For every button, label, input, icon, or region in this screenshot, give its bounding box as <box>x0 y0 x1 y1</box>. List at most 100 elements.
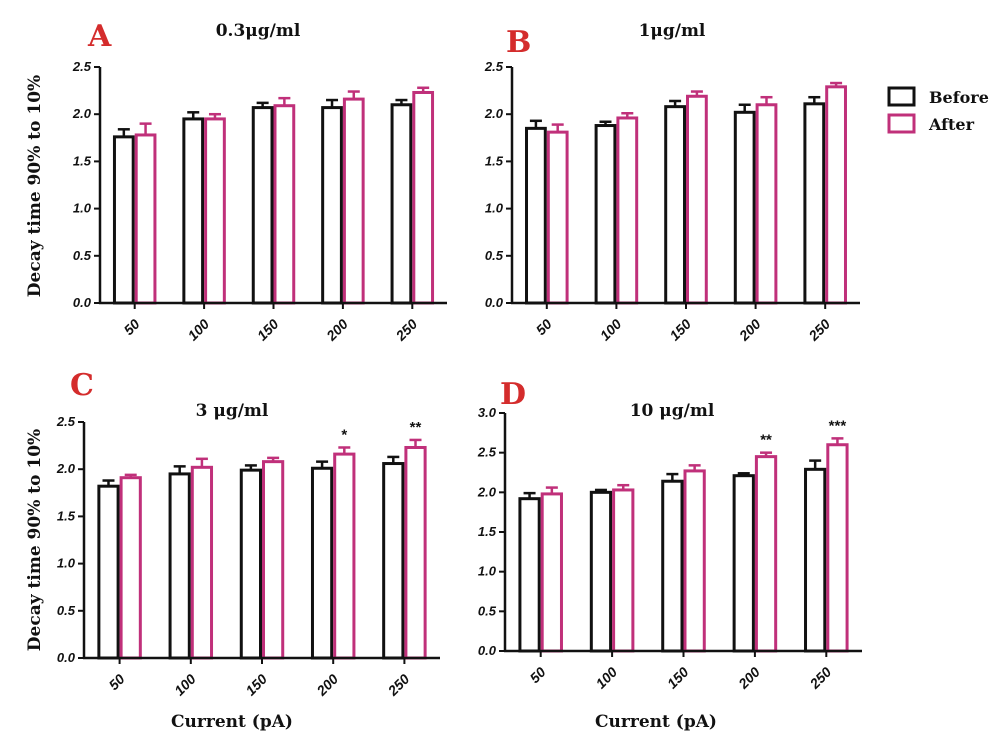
x-tick-label-b: 150 <box>666 316 694 344</box>
bar-before-200-b <box>733 110 756 305</box>
panel-title-d: 10 μg/ml <box>630 401 715 421</box>
bar-after-250-b <box>825 85 847 305</box>
y-tick-label-a: 2.0 <box>72 106 92 121</box>
bar-after-200-a <box>342 97 365 305</box>
x-tick-label-c: 50 <box>105 671 127 693</box>
y-tick-label-d: 1.0 <box>478 564 497 579</box>
panel-a: A 0.3μg/ml Decay time 90% to 10% 0.0 0.5 1… <box>25 19 447 344</box>
y-tick-label-c: 0.0 <box>57 650 76 665</box>
bar-after-100-d <box>612 488 635 653</box>
significance-label-c: ** <box>410 419 422 436</box>
panel-letter-c: C <box>70 368 94 403</box>
y-tick-label-a: 2.5 <box>72 59 92 74</box>
bar-after-50-d <box>540 492 563 653</box>
panel-letter-b: B <box>506 25 531 60</box>
x-tick-label-a: 200 <box>322 316 351 345</box>
legend-label-after: After <box>928 115 975 134</box>
bar-before-50-d <box>518 497 541 653</box>
bar-before-100-b <box>594 124 617 305</box>
legend: Before After <box>887 86 989 134</box>
y-tick-label-a: 1.0 <box>73 201 92 216</box>
significance-label-d: ** <box>760 432 772 449</box>
x-tick-label-c: 250 <box>384 671 413 700</box>
x-tick-label-d: 250 <box>806 664 835 693</box>
bar-after-200-b <box>755 103 778 305</box>
bar-after-200-c <box>333 452 356 660</box>
x-tick-label-d: 200 <box>734 664 763 693</box>
y-axis-title-c: Decay time 90% to 10% <box>25 429 45 651</box>
x-tick-label-a: 150 <box>254 316 282 344</box>
bar-before-150-b <box>664 105 687 305</box>
bar-before-50-b <box>525 126 547 305</box>
panel-d: D 10 μg/ml Current (pA) 0.0 0.5 1.0 1.5 2.0 2… <box>477 377 862 732</box>
panel-b: B 1μg/ml 0.0 0.5 1.0 1.5 2.0 2.5 50 100 150 200 25… <box>484 21 860 344</box>
bar-after-50-c <box>119 476 142 660</box>
bar-before-200-a <box>321 106 343 305</box>
x-tick-label-a: 50 <box>120 316 142 338</box>
y-tick-label-b: 1.0 <box>485 201 504 216</box>
x-tick-label-c: 150 <box>242 671 270 699</box>
bar-before-150-a <box>251 106 274 305</box>
panel-letter-d: D <box>500 377 526 412</box>
y-tick-label-a: 0.5 <box>73 248 92 263</box>
y-tick-label-d: 0.5 <box>478 603 497 618</box>
bar-after-150-d <box>683 469 706 653</box>
bar-before-250-c <box>382 462 405 660</box>
panel-title-c: 3 μg/ml <box>196 401 269 421</box>
y-tick-label-a: 0.0 <box>73 295 92 310</box>
y-tick-label-c: 1.0 <box>57 556 76 571</box>
y-axis-title-a: Decay time 90% to 10% <box>25 75 45 297</box>
bar-after-100-b <box>616 116 639 305</box>
y-tick-label-c: 1.5 <box>57 508 76 523</box>
bar-after-250-a <box>412 90 435 305</box>
legend-swatch-before <box>887 86 916 107</box>
bar-before-250-d <box>804 467 827 653</box>
bar-before-200-c <box>310 466 334 660</box>
y-tick-label-d: 3.0 <box>478 405 497 420</box>
y-tick-label-b: 2.5 <box>484 59 504 74</box>
x-tick-label-d: 100 <box>592 664 620 692</box>
bar-before-200-d <box>732 474 755 653</box>
bar-before-250-b <box>803 102 826 305</box>
bar-before-250-a <box>390 103 413 305</box>
bar-after-150-c <box>262 460 285 660</box>
x-axis-title-c: Current (pA) <box>171 712 293 732</box>
significance-label-c: * <box>341 426 347 443</box>
bar-after-150-a <box>273 104 296 305</box>
y-tick-label-d: 0.0 <box>478 643 497 658</box>
y-tick-label-b: 0.5 <box>485 248 504 263</box>
bar-after-100-c <box>190 465 214 660</box>
x-tick-label-b: 200 <box>735 316 764 345</box>
bar-before-150-d <box>661 479 684 653</box>
bar-before-100-a <box>182 117 205 305</box>
y-tick-label-a: 1.5 <box>73 153 92 168</box>
bar-after-250-d <box>826 443 849 653</box>
y-tick-label-b: 0.0 <box>485 295 504 310</box>
x-tick-label-a: 250 <box>392 316 421 345</box>
y-tick-label-b: 1.5 <box>485 153 504 168</box>
bar-before-50-a <box>112 135 135 305</box>
x-axis-title-d: Current (pA) <box>595 712 717 732</box>
x-tick-label-b: 50 <box>533 316 555 338</box>
panel-c: C 3 μg/ml Decay time 90% to 10% Current … <box>25 368 440 732</box>
bar-after-50-b <box>546 130 569 305</box>
y-tick-label-c: 0.5 <box>57 603 76 618</box>
y-tick-label-d: 2.0 <box>477 484 497 499</box>
bar-before-100-d <box>589 490 613 653</box>
bar-after-100-a <box>204 117 226 305</box>
x-tick-label-c: 200 <box>313 671 342 700</box>
y-tick-label-c: 2.0 <box>56 461 76 476</box>
panel-title-a: 0.3μg/ml <box>216 21 301 41</box>
x-tick-label-b: 100 <box>597 316 625 344</box>
bar-before-50-c <box>97 484 120 660</box>
bar-after-200-d <box>754 455 778 653</box>
bar-after-250-c <box>404 445 427 660</box>
x-tick-label-a: 100 <box>184 316 212 344</box>
bar-before-100-c <box>168 472 191 660</box>
bar-after-50-a <box>134 133 157 305</box>
x-tick-label-d: 50 <box>526 664 548 686</box>
panel-letter-a: A <box>87 19 112 54</box>
bar-after-150-b <box>686 94 708 305</box>
legend-swatch-after <box>887 113 916 134</box>
